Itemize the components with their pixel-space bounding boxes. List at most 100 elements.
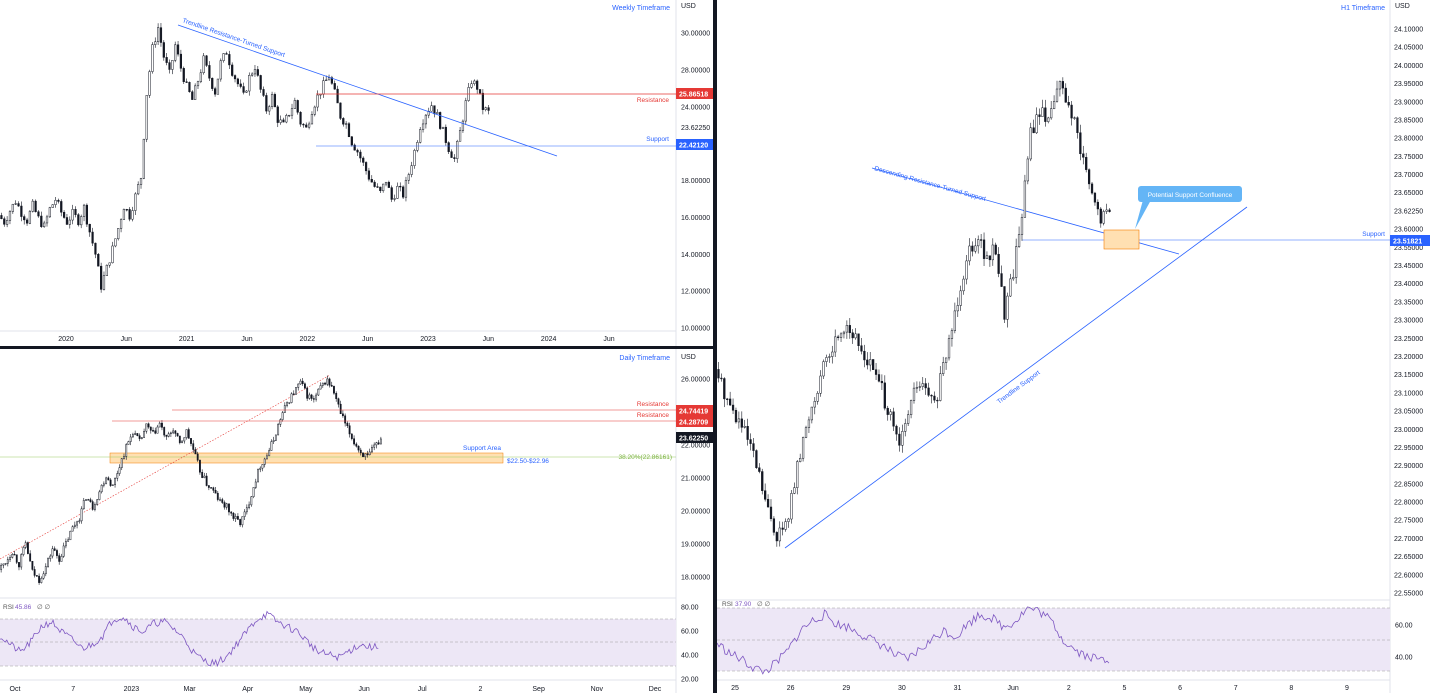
daily-candle xyxy=(114,478,116,486)
daily-rsi-y-tick: 40.00 xyxy=(681,653,699,660)
h1-candle xyxy=(790,493,793,520)
h1-candle xyxy=(801,437,805,459)
weekly-candle xyxy=(176,44,180,55)
daily-x-tick: Oct xyxy=(10,686,21,693)
weekly-candle xyxy=(3,218,6,225)
h1-y-tick: 23.30000 xyxy=(1394,318,1423,325)
h1-candle xyxy=(1073,117,1076,119)
daily-candle xyxy=(266,455,268,460)
weekly-candle xyxy=(74,209,77,215)
daily-candle xyxy=(261,464,264,469)
weekly-candle xyxy=(122,209,126,220)
h1-y-tick: 22.95000 xyxy=(1394,445,1423,452)
weekly-candle xyxy=(390,187,393,200)
daily-candle xyxy=(288,402,291,404)
weekly-candle xyxy=(376,186,379,188)
weekly-candle xyxy=(45,216,49,224)
daily-candle xyxy=(324,382,326,385)
h1-candle xyxy=(737,418,741,423)
h1-y-tick: 23.20000 xyxy=(1394,354,1423,361)
weekly-candle xyxy=(20,205,23,217)
daily-candle xyxy=(259,467,262,470)
daily-candle xyxy=(239,519,242,526)
weekly-candle xyxy=(188,82,191,93)
weekly-candle xyxy=(25,219,29,224)
weekly-candle xyxy=(57,199,60,202)
h1-candle xyxy=(851,332,854,339)
daily-candle xyxy=(201,472,204,478)
daily-candle xyxy=(178,435,181,443)
weekly-candle xyxy=(342,118,345,125)
weekly-resistance-label: Resistance xyxy=(637,97,670,104)
weekly-candle xyxy=(316,94,319,108)
weekly-candle xyxy=(253,69,257,75)
daily-candle xyxy=(156,426,159,434)
daily-candle xyxy=(80,508,83,522)
h1-y-tick: 23.40000 xyxy=(1394,281,1423,288)
weekly-candle xyxy=(202,55,205,74)
weekly-candle xyxy=(108,262,111,266)
h1-y-tick: 23.85000 xyxy=(1394,117,1423,124)
h1-candle xyxy=(977,239,980,247)
daily-candle xyxy=(283,405,286,413)
weekly-candle xyxy=(384,181,388,185)
daily-candle xyxy=(348,425,351,435)
h1-candle xyxy=(991,244,994,261)
h1-candle xyxy=(1050,108,1053,119)
weekly-candle xyxy=(288,114,291,117)
h1-candle xyxy=(880,380,884,384)
weekly-candle xyxy=(439,112,442,129)
h1-candle xyxy=(734,410,738,423)
daily-candle xyxy=(161,422,163,428)
h1-title: H1 Timeframe xyxy=(1341,5,1385,12)
weekly-candle xyxy=(353,144,356,151)
h1-candle xyxy=(1096,201,1099,210)
daily-candle xyxy=(223,502,226,508)
weekly-candle xyxy=(379,186,382,192)
weekly-candle xyxy=(174,44,177,61)
h1-candle xyxy=(918,386,921,388)
weekly-candle xyxy=(433,105,436,115)
h1-candle xyxy=(936,399,939,402)
vertical-separator[interactable] xyxy=(713,0,717,693)
daily-candle xyxy=(134,433,137,435)
daily-candle xyxy=(292,393,295,395)
horizontal-separator[interactable] xyxy=(0,346,713,349)
daily-candle xyxy=(337,398,340,405)
weekly-candle xyxy=(307,123,311,128)
daily-candle xyxy=(44,566,47,575)
weekly-candle xyxy=(239,83,242,87)
h1-candle xyxy=(766,499,770,508)
weekly-candle xyxy=(80,216,83,226)
h1-y-tick: 23.70000 xyxy=(1394,172,1423,179)
daily-candle xyxy=(371,446,373,453)
daily-candle xyxy=(350,433,353,439)
h1-y-tick: 23.80000 xyxy=(1394,136,1423,143)
daily-candle xyxy=(185,429,188,438)
daily-candle xyxy=(187,429,190,439)
h1-candle xyxy=(1020,217,1024,235)
weekly-candle xyxy=(228,54,231,66)
daily-candle xyxy=(13,554,16,556)
h1-candle xyxy=(883,382,886,409)
daily-candle xyxy=(167,433,170,437)
daily-candle xyxy=(94,504,96,510)
h1-candle xyxy=(717,369,720,379)
h1-candle xyxy=(1052,101,1056,109)
h1-callout-pointer xyxy=(1135,200,1151,229)
daily-candle xyxy=(205,475,208,486)
weekly-candle xyxy=(91,231,94,244)
weekly-candle xyxy=(430,105,433,112)
daily-candle xyxy=(221,499,224,503)
h1-y-tick: 24.10000 xyxy=(1394,27,1423,34)
h1-x-tick: 8 xyxy=(1289,685,1293,692)
weekly-candle xyxy=(362,157,365,163)
weekly-candle xyxy=(299,112,302,125)
daily-candle xyxy=(47,558,49,567)
weekly-candle xyxy=(310,114,314,125)
weekly-candle xyxy=(447,142,450,152)
h1-candle xyxy=(892,411,895,427)
weekly-x-tick: 2024 xyxy=(541,336,557,343)
weekly-candle xyxy=(481,92,484,110)
weekly-candle xyxy=(421,123,425,130)
